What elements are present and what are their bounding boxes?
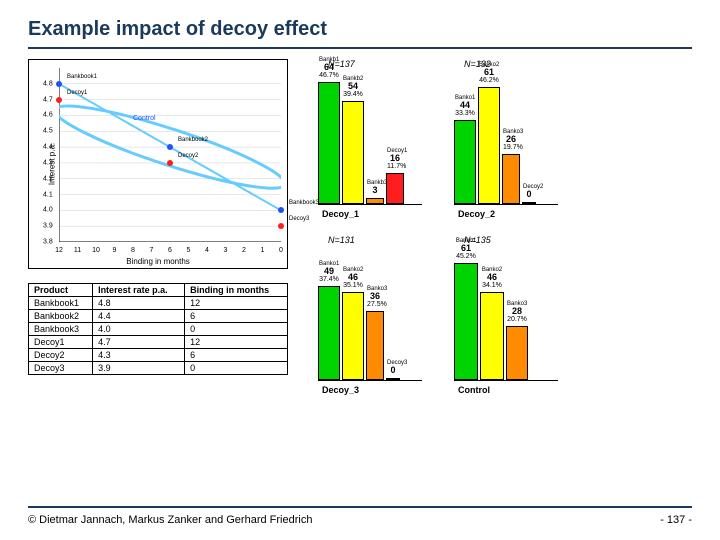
bar-chart: N=135Banko16145.2%Banko24634.1%Banko3282… <box>434 235 564 405</box>
scatter-point-label: Bankbook2 <box>178 137 208 143</box>
bar-chart: N=137Bankb16446.7%Bankb25439.4%Bankb33De… <box>298 59 428 229</box>
scatter-point <box>167 160 173 166</box>
scatter-point <box>278 207 284 213</box>
table-header: Binding in months <box>185 284 288 297</box>
bar: Decoy30 <box>386 378 400 380</box>
table-row: Decoy33.90 <box>29 362 288 375</box>
scatter-point-label: Bankbook1 <box>67 74 97 80</box>
scatter-chart: Interest p.a. Binding in months ControlB… <box>28 59 288 269</box>
table-row: Bankbook14.812 <box>29 297 288 310</box>
table-row: Decoy14.712 <box>29 336 288 349</box>
bar: Banko26146.2% <box>478 87 500 204</box>
bar: Banko14433.3% <box>454 120 476 204</box>
scatter-point <box>167 144 173 150</box>
scatter-point-label: Decoy2 <box>178 153 198 159</box>
bar: Bankb16446.7% <box>318 82 340 205</box>
table-header: Product <box>29 284 93 297</box>
table-row: Decoy24.36 <box>29 349 288 362</box>
bar: Decoy20 <box>522 202 536 204</box>
bar-chart-title: Control <box>458 385 490 395</box>
bar-chart-title: Decoy_1 <box>322 209 359 219</box>
bar: Banko14937.4% <box>318 286 340 380</box>
bar-chart: N=132Banko14433.3%Banko26146.2%Banko3261… <box>434 59 564 229</box>
x-axis-label: Binding in months <box>126 257 190 266</box>
bar: Bankb33 <box>366 198 384 204</box>
bar-chart: N=131 Banko14937.4%Banko24635.1%Banko3362… <box>298 235 428 405</box>
bar-chart-title: Decoy_2 <box>458 209 495 219</box>
bar: Banko24634.1% <box>480 292 504 380</box>
product-table: ProductInterest rate p.a.Binding in mont… <box>28 283 288 375</box>
page-number: - 137 - <box>660 514 692 526</box>
table-row: Bankbook34.00 <box>29 323 288 336</box>
bar-chart-title: Decoy_3 <box>322 385 359 395</box>
control-label: Control <box>133 115 156 122</box>
scatter-point-label: Decoy1 <box>67 90 87 96</box>
bar: Decoy11611.7% <box>386 173 404 204</box>
bar: Banko32619.7% <box>502 154 520 204</box>
sample-size: N=131 <box>328 235 355 245</box>
bar: Banko24635.1% <box>342 292 364 380</box>
scatter-point <box>278 223 284 229</box>
bar: Bankb25439.4% <box>342 101 364 204</box>
table-header: Interest rate p.a. <box>93 284 185 297</box>
slide-title: Example impact of decoy effect <box>28 18 692 49</box>
scatter-point <box>56 97 62 103</box>
bar: Banko32820.7% <box>506 326 528 380</box>
table-row: Bankbook24.46 <box>29 310 288 323</box>
bar: Banko16145.2% <box>454 263 478 380</box>
scatter-point <box>56 81 62 87</box>
bar: Banko33627.5% <box>366 311 384 380</box>
copyright-text: © Dietmar Jannach, Markus Zanker and Ger… <box>28 514 312 526</box>
